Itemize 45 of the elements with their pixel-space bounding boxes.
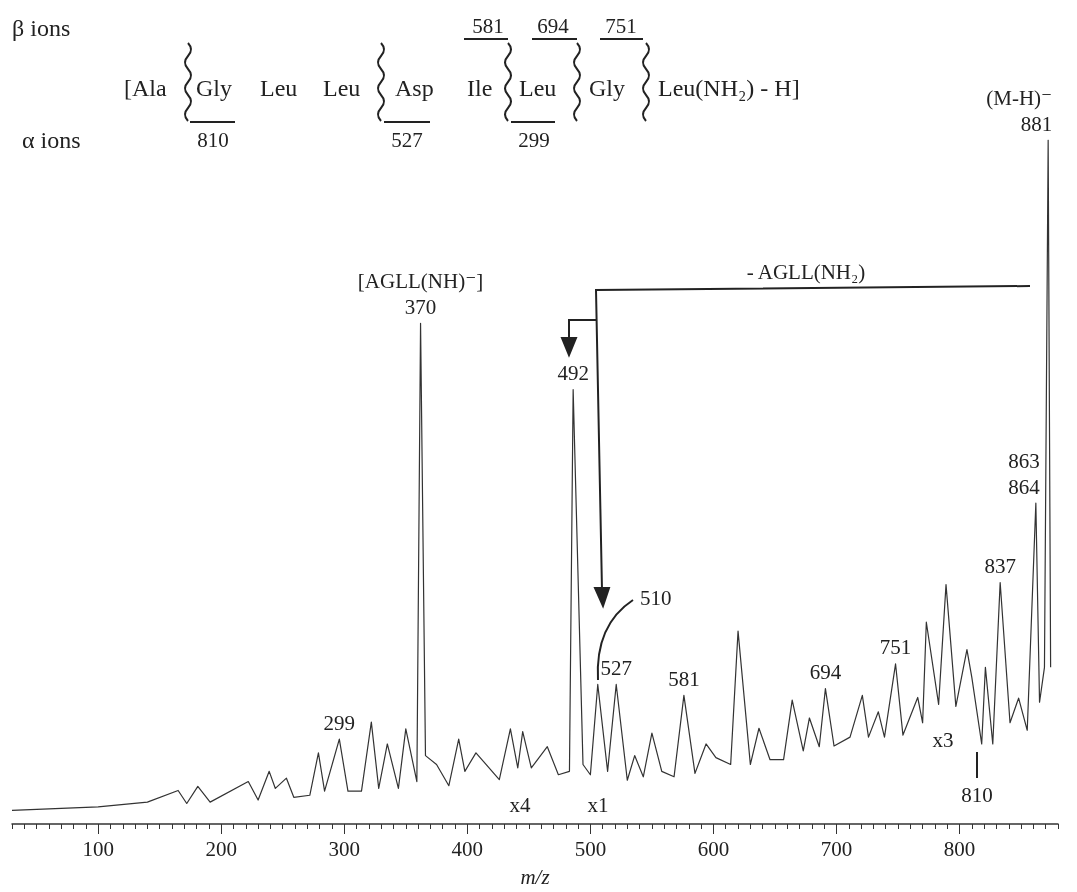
text: [Ala bbox=[124, 75, 167, 101]
x-tick-label: 200 bbox=[205, 836, 237, 861]
text: 581 bbox=[472, 14, 504, 38]
x-tick-label: 600 bbox=[697, 836, 730, 861]
annotation: 370 bbox=[404, 294, 437, 319]
text: Leu bbox=[519, 75, 557, 101]
annotation: 694 bbox=[809, 660, 842, 685]
annotation: 527 bbox=[391, 128, 423, 152]
text: Leu bbox=[323, 75, 361, 101]
text: 694 bbox=[537, 14, 570, 38]
annotation: 810 bbox=[197, 128, 229, 152]
annotation: x3 bbox=[932, 728, 954, 752]
x-tick-label: 700 bbox=[820, 836, 853, 861]
annotation: 581 bbox=[668, 666, 700, 691]
text: β ions bbox=[12, 15, 71, 41]
text: Ile bbox=[467, 75, 493, 101]
annotation: 510 bbox=[640, 586, 672, 610]
annotation: x4 bbox=[509, 793, 531, 817]
annotation: 751 bbox=[879, 635, 912, 660]
x-axis-title: m/z bbox=[520, 864, 550, 889]
annotation: 299 bbox=[518, 128, 550, 152]
annotation: 864 bbox=[1008, 474, 1041, 499]
text: Gly bbox=[196, 75, 232, 101]
x-tick-label: 300 bbox=[328, 836, 361, 861]
text: Leu(NH₂) - H] bbox=[658, 75, 800, 101]
annotation: [AGLL(NH)⁻] bbox=[357, 268, 484, 293]
annotation: x1 bbox=[587, 793, 609, 817]
annotation: - AGLL(NH₂) bbox=[746, 260, 866, 284]
annotation: 527 bbox=[600, 655, 632, 680]
annotation: α ions bbox=[22, 127, 81, 153]
text: Gly bbox=[589, 75, 625, 101]
annotation: 299 bbox=[323, 710, 356, 735]
x-tick-label: 500 bbox=[574, 836, 607, 861]
text: Asp bbox=[395, 75, 434, 101]
annotation: 837 bbox=[984, 554, 1016, 579]
x-tick-label: 400 bbox=[451, 836, 484, 861]
text: 751 bbox=[605, 14, 637, 38]
annotation: 863 bbox=[1008, 448, 1040, 473]
annotation: 492 bbox=[557, 361, 589, 386]
annotation: 881 bbox=[1020, 111, 1053, 136]
text: Leu bbox=[260, 75, 298, 101]
annotation: (M-H)⁻ bbox=[986, 85, 1053, 110]
x-tick-label: 800 bbox=[943, 836, 976, 861]
annotation: 810 bbox=[961, 783, 993, 807]
x-tick-label: 100 bbox=[82, 836, 114, 861]
